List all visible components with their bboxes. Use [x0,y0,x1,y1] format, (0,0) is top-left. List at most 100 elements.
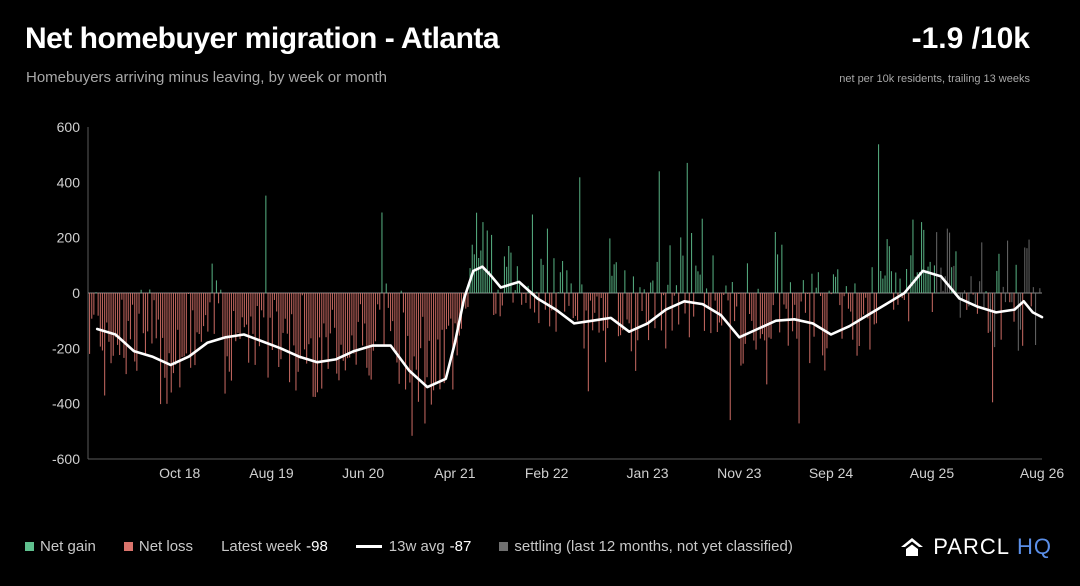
weekly-bar [471,244,473,293]
weekly-bar [271,293,273,350]
weekly-bar [108,293,110,342]
weekly-bar [804,293,806,313]
weekly-bar [566,270,568,293]
weekly-bar [955,251,957,293]
weekly-bar [863,293,865,315]
weekly-bar [478,258,480,293]
weekly-bar [820,293,822,296]
weekly-bar [807,293,809,294]
weekly-bar [755,293,757,350]
weekly-bar [609,238,611,293]
avg-value: -87 [449,538,472,555]
weekly-bar [164,293,166,378]
weekly-bar [435,293,437,382]
weekly-bar [183,293,185,357]
weekly-bar [465,293,467,309]
weekly-bar [637,293,639,341]
latest-week-label: Latest week [221,538,302,555]
weekly-bar [880,271,882,293]
weekly-bar [336,293,338,374]
weekly-bar [381,212,383,293]
weekly-bar [542,264,544,293]
house-icon [901,538,924,556]
weekly-bar [267,293,269,378]
weekly-bar [746,263,748,293]
weekly-bar [721,293,723,326]
weekly-bar [488,270,490,293]
weekly-bar [119,293,121,355]
weekly-bar [869,293,871,350]
weekly-bar [218,293,220,304]
weekly-bar [211,263,213,293]
weekly-bar [136,293,138,371]
weekly-bar [379,293,381,310]
weekly-bar [101,293,103,351]
weekly-bar [723,293,725,295]
weekly-bar [847,293,849,309]
weekly-bar [430,293,432,405]
weekly-bar [454,293,456,324]
weekly-bar [850,293,852,312]
weekly-bar [611,275,613,293]
weekly-bar [669,245,671,293]
weekly-bar [456,293,458,356]
weekly-bar [996,270,998,293]
y-tick-label: 0 [72,285,80,301]
weekly-bar [125,293,127,375]
weekly-bar [1015,264,1017,293]
weekly-bar [121,293,123,300]
weekly-bar [852,293,854,340]
weekly-bar [155,293,157,339]
weekly-bar [992,293,994,403]
weekly-bar [736,293,738,307]
weekly-bar [691,233,693,293]
x-tick-label: Oct 18 [159,465,200,481]
weekly-bar [998,253,1000,293]
weekly-bar [417,293,419,402]
weekly-bar [693,293,695,317]
weekly-bar [701,218,703,293]
weekly-bar [149,289,151,293]
weekly-bar [635,293,637,371]
weekly-bar [426,293,428,378]
weekly-bar [353,293,355,354]
weekly-bar [777,254,779,293]
x-tick-label: Aug 25 [910,465,955,481]
weekly-bar [357,293,359,322]
weekly-bar [160,293,162,405]
weekly-bar [981,242,983,293]
weekly-bar [235,293,237,342]
weekly-bar [157,293,159,320]
weekly-bar [667,284,669,293]
weekly-bar [308,293,310,345]
weekly-bar [873,293,875,325]
weekly-bar [224,293,226,394]
weekly-bar [383,293,385,345]
x-tick-label: Aug 26 [1020,465,1065,481]
weekly-bar [628,293,630,324]
weekly-bar [1009,293,1011,303]
weekly-bar [581,284,583,293]
legend-latest-week: Latest week -98 [221,538,328,555]
y-tick-label: 400 [57,174,81,190]
weekly-bar [559,272,561,293]
weekly-bar [301,293,303,296]
weekly-bar [473,254,475,293]
weekly-bar [899,278,901,293]
weekly-bar [1000,293,1002,340]
weekly-bar [134,293,136,362]
weekly-bar [697,271,699,293]
weekly-bar [503,256,505,293]
weekly-bar [802,280,804,293]
weekly-bar [117,293,119,345]
weekly-bar [878,144,880,293]
weekly-bar [813,293,815,337]
weekly-bar [97,293,99,316]
weekly-bar [226,293,228,357]
y-tick-label: -400 [52,396,80,412]
weekly-bar [499,293,501,317]
weekly-bar [886,239,888,293]
weekly-bar [882,278,884,293]
weekly-bar [207,293,209,332]
weekly-bar [910,255,912,293]
